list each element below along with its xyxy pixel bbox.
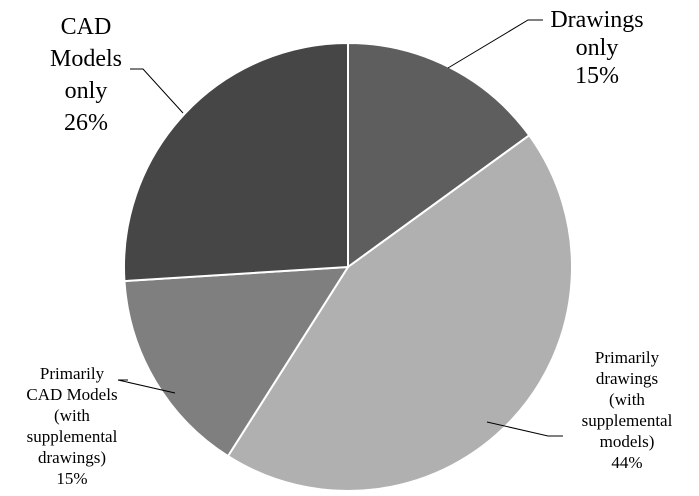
leader-line-primarily-cad-models <box>117 379 176 394</box>
data-label-line: Primarily <box>40 364 105 383</box>
data-label-line: only <box>576 35 619 61</box>
data-label-line: only <box>65 78 108 104</box>
data-label-line: (with <box>609 390 645 409</box>
data-label-cad-models-only: CAD Models only 26% <box>50 14 122 136</box>
pie-slice-primarily-drawings <box>226 133 573 492</box>
data-label-line: drawings) <box>38 448 106 467</box>
data-label-line: supplemental <box>582 411 673 430</box>
leader-lines <box>117 19 563 437</box>
pie-slices <box>123 41 573 492</box>
data-label-line: CAD <box>61 14 112 40</box>
data-label-line: Models <box>50 46 122 72</box>
data-label-line: models) <box>600 432 655 451</box>
data-label-line: Drawings <box>550 7 643 33</box>
data-label-line: supplemental <box>27 427 118 446</box>
data-label-line: CAD Models <box>26 385 117 404</box>
data-label-line: 15% <box>575 63 619 89</box>
pie-slice-cad-models-only <box>123 41 349 283</box>
data-label-line: drawings <box>596 369 658 388</box>
data-label-primarily-drawings: Primarily drawings (with supplemental models… <box>582 348 673 472</box>
slice-labels: Drawings only 15%Primarily drawings (with sup… <box>26 7 672 488</box>
leader-line-primarily-drawings <box>486 421 563 437</box>
data-label-line: (with <box>54 406 90 425</box>
data-label-line: 44% <box>611 453 642 472</box>
data-label-drawings-only: Drawings only 15% <box>550 7 643 89</box>
data-label-primarily-cad-models: Primarily CAD Models (with supplemental draw… <box>26 364 117 488</box>
leader-line-drawings-only <box>447 19 543 69</box>
data-label-line: 26% <box>64 110 108 136</box>
leader-line-cad-models-only <box>130 68 184 114</box>
data-label-line: 15% <box>56 469 87 488</box>
data-label-line: Primarily <box>595 348 660 367</box>
pie-slice-primarily-cad-models <box>123 265 350 458</box>
